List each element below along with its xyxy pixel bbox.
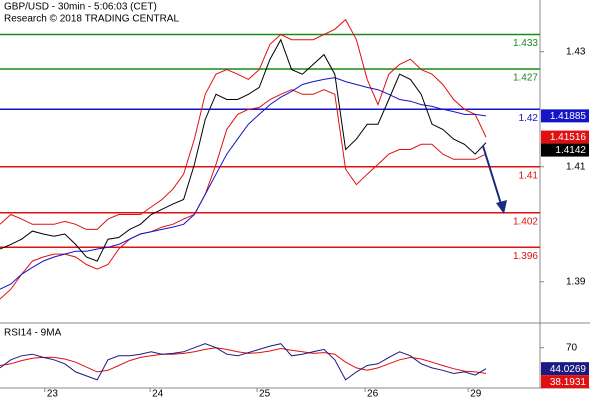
y-tick-label: 1.43: [566, 46, 586, 57]
value-box: [541, 109, 589, 123]
y-tick-label: 70: [566, 342, 578, 353]
series-line: [0, 38, 487, 262]
level-label: 1.396: [513, 251, 538, 262]
series-line: [0, 347, 487, 374]
level-label: 1.433: [513, 38, 538, 49]
level-label: 1.42: [519, 113, 539, 124]
value-box-label: 38.1931: [550, 377, 587, 388]
series-line: [0, 18, 487, 230]
value-box: [541, 362, 589, 376]
x-tick-label: 23: [47, 389, 59, 400]
x-tick-label: 25: [259, 389, 271, 400]
value-box: [541, 130, 589, 144]
x-tick-label: 24: [152, 389, 164, 400]
value-box: [541, 143, 589, 157]
y-tick-label: 1.41: [566, 161, 586, 172]
value-box-label: 44.0269: [550, 364, 587, 375]
panel-title: RSI14 - 9MA: [4, 328, 62, 339]
y-tick-label: 1.39: [566, 276, 586, 287]
value-box-label: 1.41516: [550, 132, 587, 143]
level-label: 1.427: [513, 73, 538, 84]
value-box: [541, 375, 589, 389]
series-line: [0, 343, 487, 381]
x-tick-label: 26: [367, 389, 379, 400]
level-label: 1.41: [519, 170, 539, 181]
value-box-label: 1.41885: [550, 111, 587, 122]
chart-title: GBP/USD - 30min - 5:06:03 (CET): [4, 2, 157, 13]
x-tick-label: 29: [470, 389, 482, 400]
series-line: [0, 89, 487, 300]
forecast-arrow: [482, 145, 507, 214]
level-label: 1.402: [513, 216, 538, 227]
chart-subtitle: Research © 2018 TRADING CENTRAL: [4, 14, 179, 25]
value-box-label: 1.4142: [555, 145, 586, 156]
